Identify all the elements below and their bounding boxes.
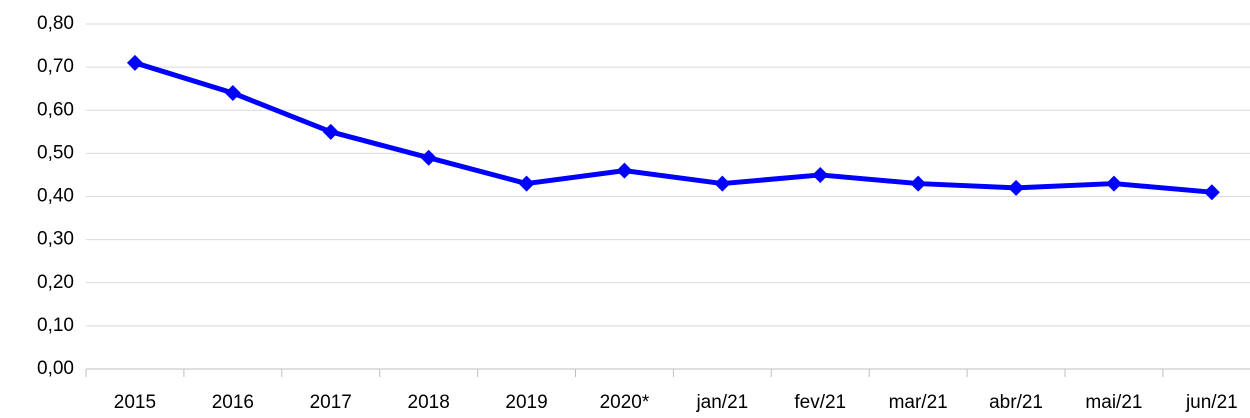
- x-tick-label: jan/21: [695, 392, 748, 413]
- y-tick-label: 0,70: [37, 56, 74, 77]
- x-tick-label: 2018: [408, 392, 450, 413]
- marker: [322, 123, 339, 140]
- x-tick-label: mar/21: [889, 392, 948, 413]
- x-tick-label: 2017: [310, 392, 352, 413]
- y-tick-label: 0,60: [37, 99, 74, 120]
- marker: [1203, 184, 1220, 201]
- x-tick-label: abr/21: [989, 392, 1043, 413]
- x-tick-label: 2019: [505, 392, 547, 413]
- marker: [1105, 175, 1122, 192]
- x-tick-label: 2020*: [600, 392, 650, 413]
- x-tick-label: mai/21: [1085, 392, 1142, 413]
- marker: [126, 54, 143, 71]
- x-tick-label: fev/21: [794, 392, 846, 413]
- marker: [420, 149, 437, 166]
- marker: [812, 166, 829, 183]
- x-tick-label: jun/21: [1185, 392, 1238, 413]
- y-tick-label: 0,10: [37, 315, 74, 336]
- y-tick-label: 0,40: [37, 186, 74, 207]
- y-tick-label: 0,20: [37, 272, 74, 293]
- x-tick-label: 2015: [114, 392, 156, 413]
- marker: [518, 175, 535, 192]
- y-tick-label: 0,80: [37, 13, 74, 34]
- marker: [616, 162, 633, 179]
- y-tick-label: 0,50: [37, 142, 74, 163]
- line: [134, 60, 1213, 195]
- y-tick-label: 0,00: [37, 358, 74, 379]
- x-tick-label: 2016: [212, 392, 254, 413]
- marker: [1008, 179, 1025, 196]
- y-tick-label: 0,30: [37, 229, 74, 250]
- marker: [714, 175, 731, 192]
- marker: [224, 85, 241, 101]
- marker: [910, 175, 927, 192]
